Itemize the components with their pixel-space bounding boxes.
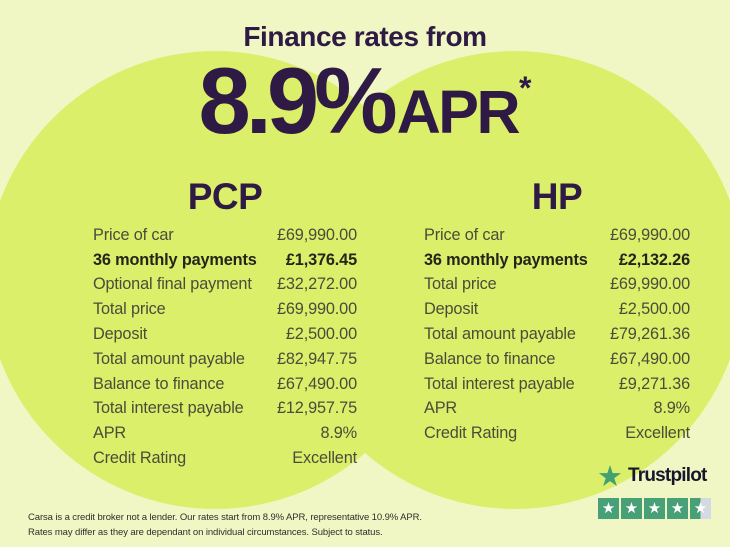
- finance-row: Total amount payable £82,947.75: [93, 347, 357, 372]
- star-icon: ★: [670, 499, 685, 517]
- star-icon: ★: [601, 499, 616, 517]
- row-value: £1,376.45: [285, 250, 357, 269]
- row-label: Total amount payable: [93, 349, 245, 368]
- banner-title: Finance rates from: [243, 21, 487, 52]
- row-label: APR: [93, 424, 127, 443]
- pcp-table: Price of car £69,990.00 36 monthly payment…: [93, 223, 357, 471]
- row-label: Total amount payable: [424, 325, 576, 344]
- finance-row: Optional final payment £32,272.00: [93, 273, 357, 298]
- row-value: £82,947.75: [277, 349, 357, 368]
- pcp-column: PCP Price of car £69,990.00 36 monthly pay…: [93, 178, 357, 471]
- row-label: Credit Rating: [93, 449, 187, 468]
- rate-value: 8.9%: [198, 48, 397, 153]
- trustpilot-logo: ★ Trustpilot: [597, 459, 711, 493]
- finance-row: Price of car £69,990.00: [424, 223, 690, 248]
- row-label: Price of car: [424, 225, 505, 244]
- row-value: £79,261.36: [610, 325, 690, 344]
- pcp-heading: PCP: [187, 176, 263, 217]
- row-value: 8.9%: [653, 399, 690, 418]
- trustpilot-star-box: ★: [644, 498, 665, 519]
- trustpilot-star-box: ★: [690, 498, 711, 519]
- row-value: £9,271.36: [618, 374, 690, 393]
- hp-table: Price of car £69,990.00 36 monthly payment…: [424, 223, 690, 446]
- row-value: £69,990.00: [277, 300, 357, 319]
- rate-headline: 8.9%APR*: [0, 54, 730, 176]
- finance-row: Total amount payable £79,261.36: [424, 322, 690, 347]
- row-value: £69,990.00: [277, 225, 357, 244]
- hp-heading: HP: [531, 176, 583, 217]
- row-value: Excellent: [292, 449, 357, 468]
- hp-column: HP Price of car £69,990.00 36 monthly paym…: [424, 178, 690, 446]
- finance-row: Balance to finance £67,490.00: [424, 347, 690, 372]
- row-label: Balance to finance: [93, 374, 225, 393]
- row-value: £2,132.26: [618, 250, 690, 269]
- finance-row: Total interest payable £9,271.36: [424, 372, 690, 397]
- finance-row: Deposit £2,500.00: [93, 322, 357, 347]
- row-value: £2,500.00: [618, 300, 690, 319]
- finance-row: Total price £69,990.00: [93, 297, 357, 322]
- banner-header: Finance rates from 8.9%APR*: [0, 20, 730, 176]
- row-value: £69,990.00: [610, 275, 690, 294]
- finance-row: Credit Rating Excellent: [424, 421, 690, 446]
- row-value: £69,990.00: [610, 225, 690, 244]
- row-value: £32,272.00: [277, 275, 357, 294]
- row-value: £2,500.00: [285, 325, 357, 344]
- row-value: Excellent: [625, 424, 690, 443]
- trustpilot-badge: ★ Trustpilot ★ ★ ★ ★ ★: [597, 462, 711, 519]
- row-label: Total price: [93, 300, 166, 319]
- trustpilot-star-box: ★: [621, 498, 642, 519]
- trustpilot-star-box: ★: [667, 498, 688, 519]
- finance-row: Deposit £2,500.00: [424, 297, 690, 322]
- row-label: Total interest payable: [424, 374, 575, 393]
- row-value: £67,490.00: [610, 349, 690, 368]
- finance-row: APR 8.9%: [93, 421, 357, 446]
- row-label: Deposit: [424, 300, 479, 319]
- apr-label: APR: [396, 78, 521, 146]
- trustpilot-star-box: ★: [598, 498, 619, 519]
- trustpilot-star-icon: ★: [597, 459, 623, 493]
- disclaimer-line-1: Carsa is a credit broker not a lender. O…: [28, 511, 422, 523]
- row-label: Balance to finance: [424, 349, 556, 368]
- disclaimer-line-2: Rates may differ as they are dependant o…: [28, 526, 383, 538]
- finance-row: Balance to finance £67,490.00: [93, 372, 357, 397]
- apr-asterisk: *: [519, 70, 532, 106]
- row-value: £12,957.75: [277, 399, 357, 418]
- row-label: Deposit: [93, 325, 148, 344]
- row-label: Price of car: [93, 225, 174, 244]
- row-value: 8.9%: [320, 424, 357, 443]
- row-label: Credit Rating: [424, 424, 518, 443]
- row-label: 36 monthly payments: [93, 250, 257, 269]
- finance-row: Price of car £69,990.00: [93, 223, 357, 248]
- row-label: Total interest payable: [93, 399, 244, 418]
- finance-row: 36 monthly payments £1,376.45: [93, 248, 357, 273]
- trustpilot-wordmark: Trustpilot: [628, 465, 707, 486]
- right-circle-decoration: [286, 51, 730, 509]
- row-label: APR: [424, 399, 458, 418]
- finance-row: APR 8.9%: [424, 397, 690, 422]
- star-icon: ★: [693, 499, 708, 517]
- row-value: £67,490.00: [277, 374, 357, 393]
- row-label: Total price: [424, 275, 497, 294]
- finance-row: Total price £69,990.00: [424, 273, 690, 298]
- star-icon: ★: [647, 499, 662, 517]
- finance-row: Credit Rating Excellent: [93, 446, 357, 471]
- finance-row: 36 monthly payments £2,132.26: [424, 248, 690, 273]
- finance-row: Total interest payable £12,957.75: [93, 397, 357, 422]
- row-label: Optional final payment: [93, 275, 252, 294]
- trustpilot-rating-stars: ★ ★ ★ ★ ★: [598, 498, 711, 519]
- row-label: 36 monthly payments: [424, 250, 588, 269]
- legal-disclaimer: Carsa is a credit broker not a lender. O…: [28, 510, 448, 540]
- star-icon: ★: [624, 499, 639, 517]
